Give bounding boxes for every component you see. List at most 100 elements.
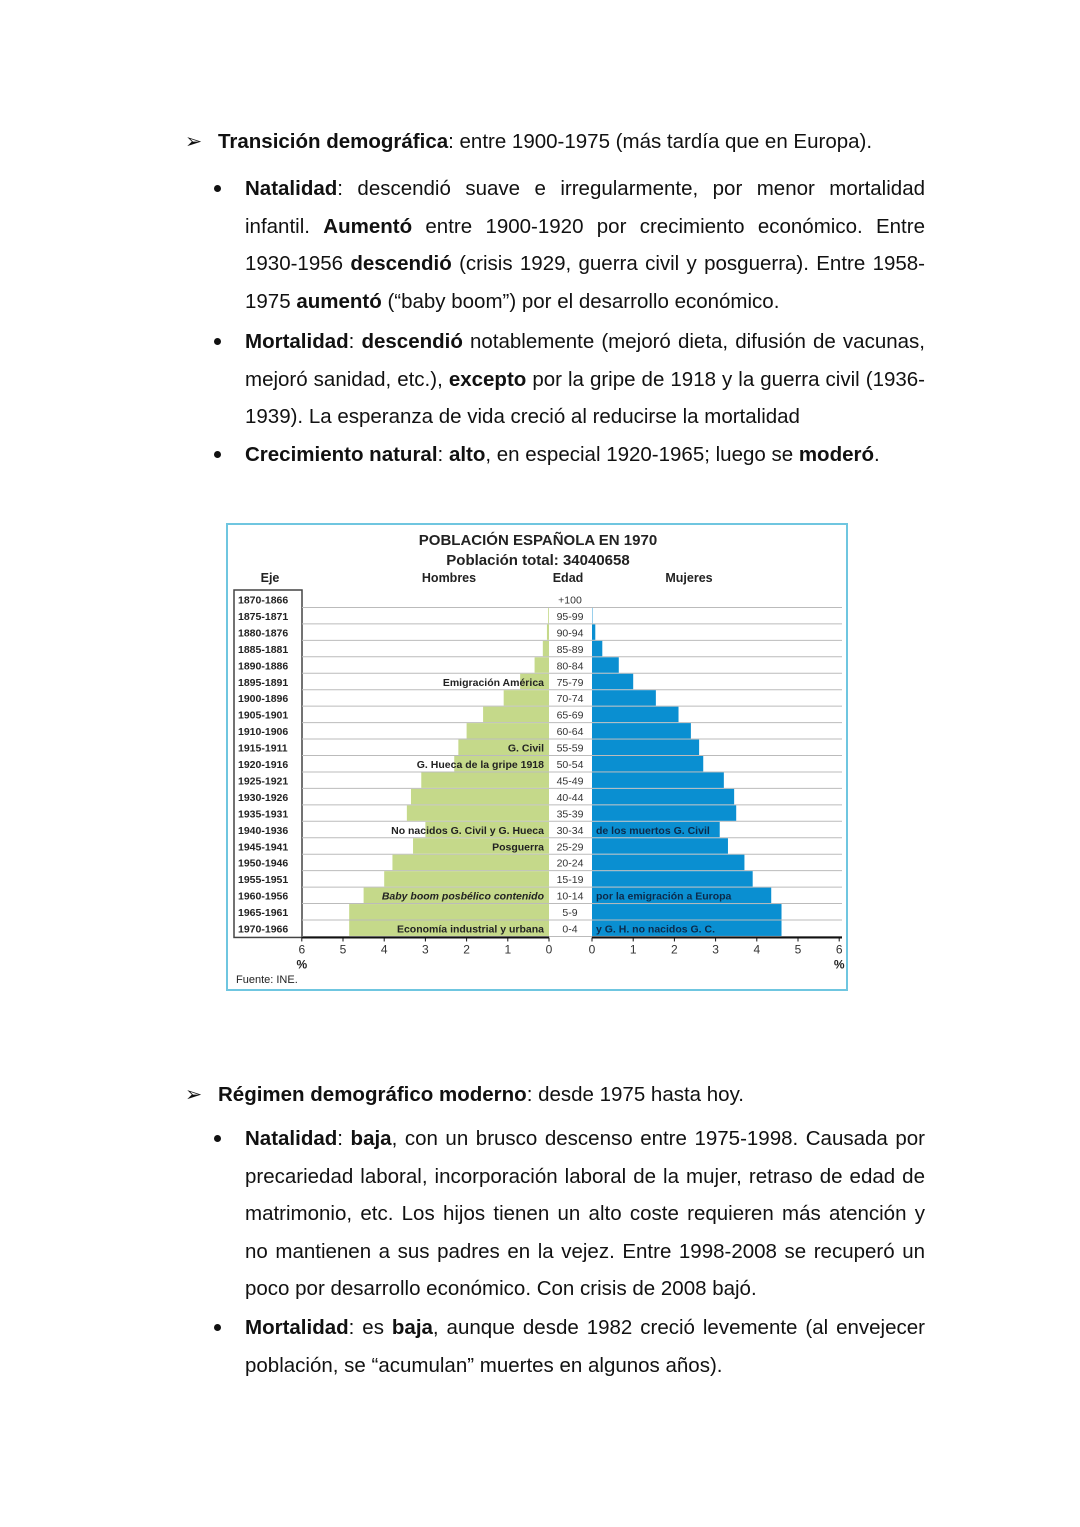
edad-header: Edad xyxy=(553,571,584,585)
x-tick-label: 3 xyxy=(712,942,719,956)
annotation-hombres: Economía industrial y urbana xyxy=(397,924,544,936)
text-segment: : descendió suave e irregularmente, por … xyxy=(245,177,925,238)
bullet-natalidad-moderna: Natalidad: baja, con un brusco descenso … xyxy=(214,1120,925,1308)
age-label: 90-94 xyxy=(557,627,584,639)
x-tick-label: 1 xyxy=(630,942,637,956)
bar-hombres-65-69 xyxy=(483,706,549,723)
bar-mujeres-20-24 xyxy=(592,854,745,871)
text-segment: notablemente (mejoró dieta, difusión de … xyxy=(245,330,925,391)
bar-mujeres-5-9 xyxy=(592,904,782,920)
age-label: 15-19 xyxy=(557,874,584,886)
bar-mujeres-55-59 xyxy=(592,739,700,755)
bar-mujeres-0-4 xyxy=(592,920,782,936)
bold-text: Mortalidad xyxy=(245,1316,349,1339)
bullet-crecimiento-natural: Crecimiento natural: alto, en especial 1… xyxy=(214,436,925,474)
bar-mujeres-50-54 xyxy=(592,756,704,772)
x-tick-label: 3 xyxy=(422,942,429,956)
bold-text: Transición demográfica xyxy=(218,130,449,153)
birth-year-label: 1970-1966 xyxy=(238,924,288,936)
annotation-hombres: No nacidos G. Civil y G. Hueca xyxy=(391,825,544,837)
bar-mujeres-65-69 xyxy=(592,706,679,723)
section-heading-transicion: ➢ Transición demográfica: entre 1900-1975… xyxy=(185,130,872,154)
bar-hombres-50-54 xyxy=(454,756,549,772)
x-tick-label: 2 xyxy=(671,942,678,956)
bold-text: descendió xyxy=(350,252,452,276)
age-label: 20-24 xyxy=(557,858,584,870)
bar-hombres-35-39 xyxy=(406,805,549,821)
age-label: 60-64 xyxy=(557,726,584,738)
annotation-mujeres: de los muertos G. Civil xyxy=(596,825,710,837)
age-label: 30-34 xyxy=(557,825,584,837)
chart-subtitle: Población total: 34040658 xyxy=(446,552,629,569)
hombres-header: Hombres xyxy=(422,571,476,585)
age-label: 35-39 xyxy=(557,808,584,820)
bar-hombres-25-29 xyxy=(413,838,549,854)
text-segment: , en especial 1920-1965; luego se xyxy=(485,443,799,466)
bold-text: Mortalidad xyxy=(245,330,349,353)
x-tick-label: 6 xyxy=(836,942,843,956)
bold-text: baja xyxy=(350,1127,392,1150)
text-segment: : desde 1975 hasta hoy. xyxy=(526,1083,744,1106)
bar-mujeres-80-84 xyxy=(592,657,619,673)
bar-hombres-95-99 xyxy=(548,607,549,624)
birth-year-label: 1890-1886 xyxy=(238,660,288,672)
bar-hombres-30-34 xyxy=(425,821,549,838)
birth-year-label: 1940-1936 xyxy=(238,825,288,837)
chart-source: Fuente: INE. xyxy=(236,974,298,986)
bar-hombres-40-44 xyxy=(410,788,549,805)
bold-text: descendió xyxy=(361,330,463,353)
text-segment: : xyxy=(348,330,362,353)
text-segment: entre 1900-1920 por crecimiento económic… xyxy=(245,214,925,276)
age-label: 55-59 xyxy=(557,743,584,755)
x-tick-label: 0 xyxy=(589,942,596,956)
bullet-mortalidad-moderna: Mortalidad: es baja, aunque desde 1982 c… xyxy=(214,1309,925,1384)
population-pyramid-chart: POBLACIÓN ESPAÑOLA EN 1970 Población tot… xyxy=(226,523,848,991)
annotation-hombres: Emigración América xyxy=(443,677,544,689)
age-label: 70-74 xyxy=(557,693,584,705)
section-heading-regimen-moderno: ➢ Régimen demográfico moderno: desde 1975… xyxy=(185,1083,744,1107)
x-unit-hombres: % xyxy=(296,957,307,971)
annotation-mujeres: por la emigración a Europa xyxy=(596,891,732,903)
bar-hombres-75-79 xyxy=(520,673,549,690)
bar-mujeres-40-44 xyxy=(592,788,735,805)
bar-hombres-45-49 xyxy=(421,772,549,788)
annotation-hombres: G. Hueca de la gripe 1918 xyxy=(417,759,544,771)
bar-mujeres-10-14 xyxy=(592,887,772,904)
bar-hombres-55-59 xyxy=(458,739,549,755)
bold-text: baja xyxy=(391,1316,433,1339)
bold-text: Régimen demográfico moderno xyxy=(218,1083,527,1106)
x-tick-label: 2 xyxy=(463,942,470,956)
birth-year-label: 1955-1951 xyxy=(238,874,288,886)
chart-title: POBLACIÓN ESPAÑOLA EN 1970 xyxy=(419,531,657,549)
bar-hombres-0-4 xyxy=(349,920,549,936)
birth-year-label: 1875-1871 xyxy=(238,611,288,623)
arrow-bullet-icon: ➢ xyxy=(185,130,203,153)
x-tick-label: 5 xyxy=(340,942,347,956)
text-segment: por la gripe de 1918 y la guerra civil (… xyxy=(245,367,925,429)
birth-year-label: 1880-1876 xyxy=(238,627,288,639)
x-tick-label: 6 xyxy=(298,942,305,956)
birth-year-label: 1950-1946 xyxy=(238,858,288,870)
text-segment: , aunque desde 1982 creció levemente (al… xyxy=(245,1316,925,1377)
annotation-mujeres: y G. H. no nacidos G. C. xyxy=(596,924,715,936)
mujeres-header: Mujeres xyxy=(665,571,712,585)
birth-year-label: 1935-1931 xyxy=(238,808,288,820)
bullet-natalidad: Natalidad: descendió suave e irregularme… xyxy=(214,170,925,320)
bar-hombres-90-94 xyxy=(546,624,549,640)
age-label: 5-9 xyxy=(562,907,577,919)
bar-mujeres-15-19 xyxy=(592,871,753,887)
bar-mujeres-25-29 xyxy=(592,838,728,854)
age-label: 10-14 xyxy=(557,891,584,903)
bold-text: aumentó xyxy=(296,289,382,313)
annotation-hombres: Posguerra xyxy=(492,841,544,853)
bar-mujeres-30-34 xyxy=(592,821,720,838)
x-tick-label: 0 xyxy=(546,942,553,956)
birth-year-label: 1905-1901 xyxy=(238,710,288,722)
x-tick-label: 1 xyxy=(504,942,511,956)
birth-year-label: 1870-1866 xyxy=(238,595,288,607)
age-label: 50-54 xyxy=(557,759,584,771)
x-unit-mujeres: % xyxy=(834,957,845,971)
text-segment: , con un brusco descenso entre 1975-1998… xyxy=(245,1127,925,1301)
age-label: 80-84 xyxy=(557,660,584,672)
text-segment: : es xyxy=(348,1316,392,1339)
